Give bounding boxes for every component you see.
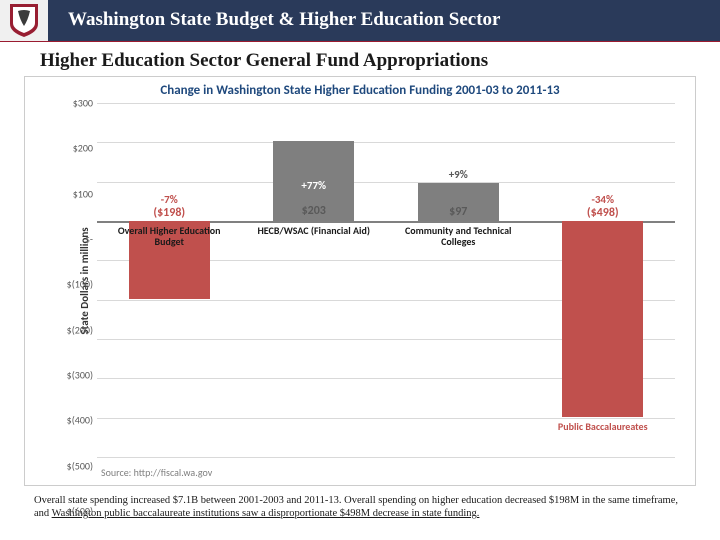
gridline <box>97 418 675 419</box>
gridline <box>97 182 675 183</box>
y-tick: $(100) <box>51 278 93 291</box>
y-tick: $100 <box>51 187 93 200</box>
wsu-shield-icon <box>8 2 40 38</box>
y-tick: $(500) <box>51 459 93 472</box>
y-tick: $(200) <box>51 323 93 336</box>
chart-frame: Change in Washington State Higher Educat… <box>24 76 696 486</box>
percent-label: -34% <box>562 193 643 206</box>
category-label: Public Baccalaureates <box>545 421 661 433</box>
gridline <box>97 103 675 104</box>
category-label: Overall Higher Education Budget <box>111 225 227 248</box>
y-tick: $(600) <box>51 505 93 518</box>
chart-title: Change in Washington State Higher Educat… <box>25 77 695 100</box>
logo-box <box>0 0 50 41</box>
caption-underlined: Washington public baccalaureate institut… <box>52 508 480 519</box>
slide-title: Washington State Budget & Higher Educati… <box>68 9 500 31</box>
y-tick: $300 <box>51 97 93 110</box>
value-label: $203 <box>273 204 354 218</box>
gridline <box>97 457 675 458</box>
y-tick: $200 <box>51 142 93 155</box>
percent-label: -7% <box>129 193 210 206</box>
caption: Overall state spending increased $7.1B b… <box>0 486 720 520</box>
value-label: ($198) <box>129 206 210 220</box>
subtitle: Higher Education Sector General Fund App… <box>0 42 720 76</box>
value-label: ($498) <box>562 206 643 220</box>
value-label: $97 <box>418 205 499 219</box>
y-tick: $- <box>51 232 93 245</box>
percent-label: +77% <box>273 179 354 192</box>
category-label: Community and Technical Colleges <box>400 225 516 248</box>
plot-area: -7%($198) Overall Higher Education Budget… <box>97 103 675 457</box>
category-label: HECB/WSAC (Financial Aid) <box>256 225 372 237</box>
header-bar: Washington State Budget & Higher Educati… <box>0 0 720 42</box>
y-tick: $(300) <box>51 368 93 381</box>
bar <box>562 221 643 417</box>
percent-label: +9% <box>418 168 499 181</box>
header-dark: Washington State Budget & Higher Educati… <box>50 0 720 41</box>
y-tick: $(400) <box>51 414 93 427</box>
chart-source: Source: http://fiscal.wa.gov <box>101 466 212 479</box>
gridline <box>97 142 675 143</box>
